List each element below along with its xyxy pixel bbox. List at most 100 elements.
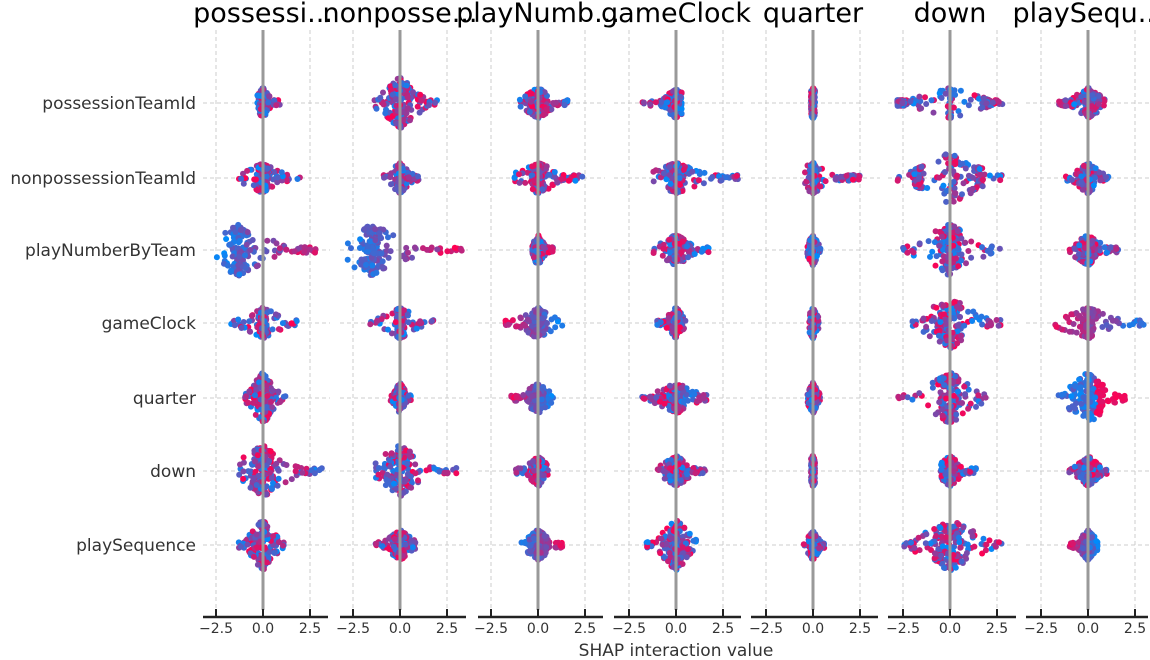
dot bbox=[380, 89, 386, 96]
dot bbox=[404, 460, 411, 467]
dot bbox=[551, 314, 558, 321]
dot bbox=[640, 395, 647, 402]
cell-r3-c3 bbox=[654, 305, 689, 341]
dot bbox=[701, 169, 708, 176]
cell-r0-c1 bbox=[371, 74, 440, 131]
dot bbox=[253, 387, 260, 394]
dot bbox=[691, 391, 698, 398]
dot bbox=[250, 553, 257, 560]
dot bbox=[650, 178, 657, 185]
dot bbox=[552, 324, 559, 331]
dot bbox=[668, 396, 675, 403]
dot bbox=[676, 324, 683, 331]
dot bbox=[522, 93, 529, 100]
dot bbox=[263, 491, 270, 498]
dot bbox=[407, 454, 414, 460]
dot bbox=[544, 320, 550, 327]
dot bbox=[372, 237, 379, 244]
dot bbox=[660, 245, 667, 252]
dot bbox=[270, 176, 276, 183]
dot bbox=[517, 103, 524, 110]
dot bbox=[428, 244, 435, 251]
dot bbox=[513, 394, 520, 401]
dot bbox=[700, 180, 707, 187]
dot bbox=[404, 94, 411, 101]
dot bbox=[378, 250, 385, 257]
dot bbox=[384, 471, 391, 478]
dot bbox=[387, 248, 394, 255]
dot bbox=[543, 106, 550, 113]
dot bbox=[551, 173, 558, 180]
dot bbox=[558, 176, 565, 182]
dot bbox=[236, 253, 243, 260]
dot bbox=[426, 102, 432, 109]
dot bbox=[272, 311, 279, 318]
dot bbox=[273, 240, 280, 247]
dot bbox=[358, 261, 365, 268]
dot bbox=[243, 241, 250, 248]
dot bbox=[238, 543, 244, 550]
dot bbox=[413, 325, 420, 332]
dot bbox=[266, 93, 273, 100]
dot bbox=[283, 246, 290, 253]
dot bbox=[652, 99, 659, 106]
dot bbox=[548, 106, 555, 113]
dot bbox=[405, 174, 412, 181]
dot bbox=[543, 163, 550, 170]
dot bbox=[275, 475, 282, 482]
dot bbox=[376, 230, 383, 237]
dot bbox=[531, 467, 538, 474]
dot bbox=[522, 322, 529, 329]
cell-r1-c0 bbox=[236, 161, 303, 195]
dot bbox=[529, 393, 536, 400]
dot bbox=[264, 165, 271, 172]
dot bbox=[387, 457, 393, 464]
dot bbox=[274, 482, 281, 489]
dot bbox=[264, 382, 270, 389]
cell-r5-c3 bbox=[654, 453, 708, 489]
dot bbox=[269, 326, 276, 333]
dot bbox=[666, 472, 673, 479]
dot bbox=[680, 399, 687, 405]
dot bbox=[252, 392, 258, 399]
dot bbox=[274, 174, 281, 181]
dot bbox=[373, 105, 380, 112]
dot bbox=[268, 475, 275, 482]
dot bbox=[388, 450, 395, 457]
dot bbox=[390, 232, 397, 239]
dot bbox=[647, 101, 654, 108]
dot bbox=[291, 248, 298, 255]
dot bbox=[657, 319, 664, 326]
dot bbox=[666, 164, 673, 171]
dot bbox=[682, 317, 689, 324]
cell-r4-c0 bbox=[242, 370, 289, 425]
dot bbox=[293, 318, 300, 325]
dot bbox=[299, 469, 306, 476]
dot bbox=[380, 101, 387, 108]
dot bbox=[650, 250, 657, 256]
dot bbox=[231, 322, 238, 329]
dot bbox=[390, 480, 397, 487]
dot bbox=[530, 314, 537, 321]
dot bbox=[250, 399, 257, 406]
dot bbox=[539, 186, 546, 193]
dot bbox=[377, 94, 384, 101]
dot bbox=[275, 539, 282, 546]
dot bbox=[528, 98, 535, 105]
dot bbox=[283, 462, 290, 468]
dot bbox=[307, 246, 314, 253]
dot bbox=[250, 182, 257, 189]
dot bbox=[389, 91, 396, 98]
dot bbox=[677, 477, 684, 484]
dot bbox=[665, 558, 672, 565]
dot bbox=[666, 255, 673, 262]
dot bbox=[275, 388, 282, 395]
dot bbox=[237, 461, 243, 468]
dot bbox=[351, 264, 358, 271]
dot bbox=[530, 254, 537, 261]
dot bbox=[708, 175, 714, 182]
dot bbox=[367, 321, 374, 328]
dot bbox=[661, 170, 667, 177]
dot bbox=[543, 544, 550, 551]
dot bbox=[520, 392, 527, 398]
